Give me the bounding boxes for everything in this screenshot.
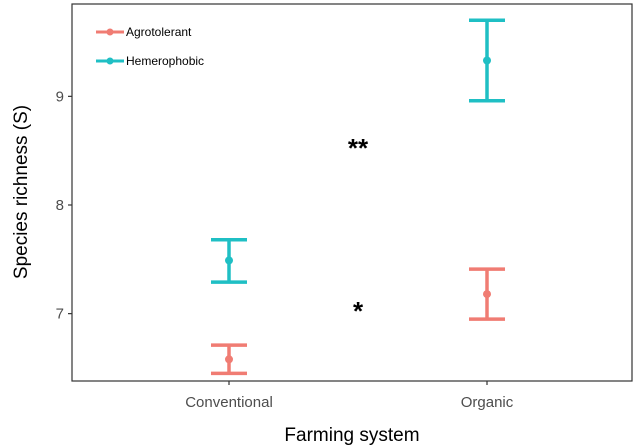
legend: Agrotolerant Hemerophobic (96, 25, 204, 68)
y-tick-label: 8 (56, 197, 64, 214)
x-tick-label: Organic (461, 394, 514, 411)
series-agrotolerant (211, 267, 505, 376)
mean-point (225, 355, 233, 364)
mean-point (225, 256, 233, 265)
mean-point (483, 56, 491, 65)
legend-key-point (106, 28, 114, 36)
y-axis-title: Species richness (S) (11, 105, 32, 279)
x-tick-label: Conventional (185, 394, 273, 411)
legend-label: Agrotolerant (126, 25, 192, 39)
significance-label: ** (348, 133, 369, 163)
legend-label: Hemerophobic (126, 54, 204, 68)
series-hemerophobic (211, 18, 505, 284)
y-tick-label: 7 (56, 306, 64, 323)
x-axis-title: Farming system (284, 425, 419, 446)
annotation-layer: *** (348, 133, 369, 326)
y-tick-label: 9 (56, 88, 64, 105)
mean-point (483, 290, 491, 299)
plot-panel (71, 3, 633, 382)
x-axis: Conventional Organic (185, 381, 514, 411)
legend-key-point (106, 57, 114, 65)
y-axis: 7 8 9 (56, 88, 72, 323)
series-layer (211, 18, 505, 376)
significance-label: * (353, 296, 364, 326)
